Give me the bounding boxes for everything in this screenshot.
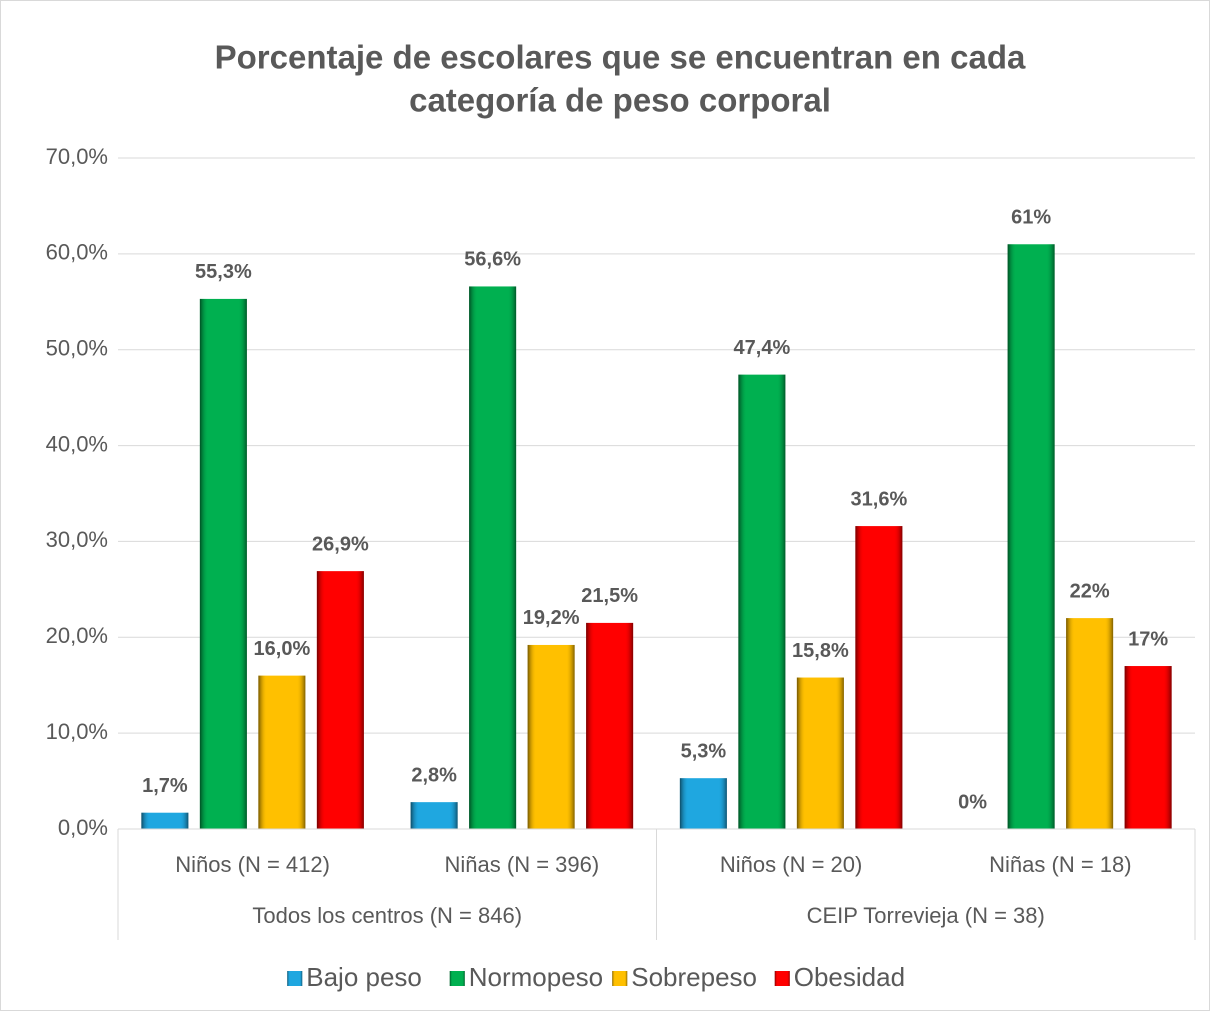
bar-shade xyxy=(1066,618,1114,829)
group-label: Todos los centros (N = 846) xyxy=(252,903,522,928)
bar-shade xyxy=(679,778,727,829)
bar-shade xyxy=(1124,666,1172,829)
value-label: 22% xyxy=(1070,580,1110,602)
bar-shade xyxy=(796,677,844,829)
value-label: 15,8% xyxy=(792,640,849,662)
value-label: 47,4% xyxy=(734,337,791,359)
y-tick-label: 70,0% xyxy=(46,144,108,169)
value-label: 21,5% xyxy=(581,585,638,607)
bar-shade xyxy=(1007,244,1055,829)
bar-shade xyxy=(141,812,189,829)
bar-shade xyxy=(738,374,786,829)
legend-label: Obesidad xyxy=(794,962,905,992)
x-tick-label: Niñas (N = 396) xyxy=(445,852,600,877)
value-label: 5,3% xyxy=(681,740,727,762)
value-label: 19,2% xyxy=(523,607,580,629)
bar-shade xyxy=(855,526,903,829)
legend-swatch-shade xyxy=(774,971,790,986)
x-tick-label: Niños (N = 412) xyxy=(175,852,330,877)
value-label: 0% xyxy=(958,791,987,813)
y-tick-label: 30,0% xyxy=(46,527,108,552)
bar-shade xyxy=(586,622,634,829)
value-label: 26,9% xyxy=(312,533,369,555)
bar-shade xyxy=(410,802,458,829)
value-label: 2,8% xyxy=(411,764,457,786)
legend-swatch-shade xyxy=(612,971,628,986)
value-label: 55,3% xyxy=(195,261,252,283)
bar-shade xyxy=(199,298,247,829)
chart-title: Porcentaje de escolares que se encuentra… xyxy=(215,39,1026,76)
value-label: 56,6% xyxy=(464,249,521,271)
chart-title: categoría de peso corporal xyxy=(409,82,831,119)
legend-label: Normopeso xyxy=(469,962,603,992)
legend-swatch-shade xyxy=(449,971,465,986)
legend-swatch-shade xyxy=(287,971,303,986)
bar-shade xyxy=(527,644,575,829)
group-label: CEIP Torrevieja (N = 38) xyxy=(807,903,1045,928)
x-tick-label: Niñas (N = 18) xyxy=(989,852,1131,877)
legend-label: Bajo peso xyxy=(306,962,422,992)
value-label: 1,7% xyxy=(142,775,188,797)
value-label: 17% xyxy=(1128,628,1168,650)
value-label: 61% xyxy=(1011,207,1051,229)
y-tick-label: 10,0% xyxy=(46,719,108,744)
bar-shade xyxy=(258,675,306,829)
y-tick-label: 40,0% xyxy=(46,431,108,456)
bar-shade xyxy=(316,571,364,829)
value-label: 16,0% xyxy=(254,638,311,660)
y-tick-label: 0,0% xyxy=(58,815,108,840)
y-tick-label: 50,0% xyxy=(46,336,108,361)
y-tick-label: 60,0% xyxy=(46,240,108,265)
bar-shade xyxy=(469,286,517,829)
x-tick-label: Niños (N = 20) xyxy=(720,852,862,877)
legend-label: Sobrepeso xyxy=(631,962,757,992)
y-tick-label: 20,0% xyxy=(46,623,108,648)
value-label: 31,6% xyxy=(851,488,908,510)
